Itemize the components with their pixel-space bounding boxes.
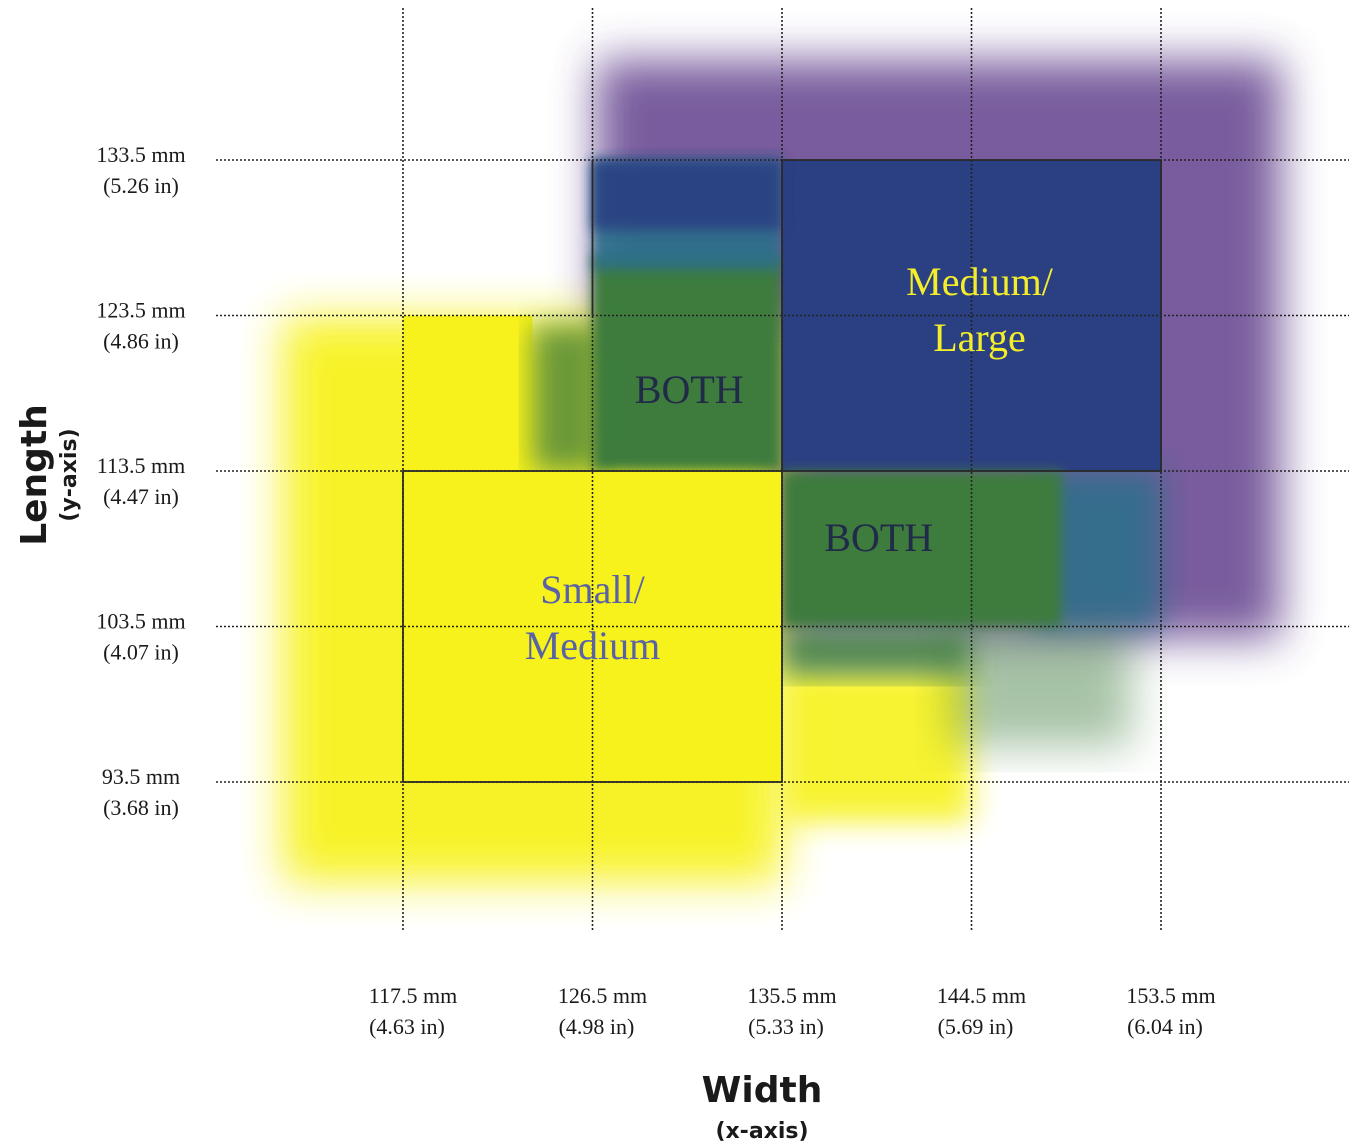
y-axis-title: Length	[14, 404, 55, 546]
x-tick-label-mm: 153.5 mm	[1126, 983, 1215, 1008]
y-tick-label-in: (5.26 in)	[103, 173, 179, 198]
x-tick-label-in: (5.33 in)	[748, 1014, 824, 1039]
region-outlines	[402, 159, 1162, 783]
region-label-line: Small/	[540, 567, 645, 612]
x-tick-label-in: (4.63 in)	[369, 1014, 445, 1039]
both-lower-bleed	[782, 626, 972, 677]
y-tick-label-mm: 133.5 mm	[96, 142, 185, 167]
small-medium-upper-fill	[403, 315, 533, 471]
both-lower-fill	[782, 471, 1062, 627]
region-label-line: Medium/	[906, 259, 1054, 304]
region-label-line: BOTH	[824, 515, 933, 560]
y-tick-label-mm: 93.5 mm	[102, 764, 180, 789]
y-tick-label-in: (3.68 in)	[103, 795, 179, 820]
x-tick-label-mm: 135.5 mm	[747, 983, 836, 1008]
region-label-line: BOTH	[635, 367, 744, 412]
y-axis-subtitle: (y-axis)	[57, 428, 82, 521]
x-axis-tick-labels: 117.5 mm (4.63 in) 126.5 mm (4.98 in) 135.5 …	[369, 983, 1216, 1039]
y-tick-label-mm: 123.5 mm	[96, 298, 185, 323]
x-tick-label-mm: 117.5 mm	[369, 983, 457, 1008]
both-upper-bleed	[532, 325, 603, 471]
x-tick-label-in: (6.04 in)	[1127, 1014, 1203, 1039]
y-tick-label-in: (4.47 in)	[103, 484, 179, 509]
y-tick-label-mm: 103.5 mm	[96, 609, 185, 634]
x-axis-subtitle: (x-axis)	[715, 1119, 808, 1144]
y-tick-label-in: (4.86 in)	[103, 329, 179, 354]
medium-large-top-left	[592, 160, 782, 230]
x-tick-label-mm: 144.5 mm	[937, 983, 1026, 1008]
region-label-line: Medium	[525, 623, 661, 668]
x-tick-label-in: (4.98 in)	[559, 1014, 635, 1039]
both-upper-fill	[592, 255, 782, 471]
small-medium-outline	[402, 470, 783, 783]
y-axis-title-group: Length (y-axis)	[14, 404, 82, 546]
y-tick-label-in: (4.07 in)	[103, 640, 179, 665]
region-label-line: Large	[933, 315, 1026, 360]
y-tick-label-mm: 113.5 mm	[97, 453, 185, 478]
yellow-halo-bottom	[782, 666, 972, 822]
x-tick-label-mm: 126.5 mm	[558, 983, 647, 1008]
x-tick-label-in: (5.69 in)	[938, 1014, 1014, 1039]
green-halo-right	[951, 616, 1132, 747]
region-labels: Small/Medium Medium/Large BOTH BOTH	[525, 259, 1054, 668]
y-axis-tick-labels: 133.5 mm (5.26 in) 123.5 mm (4.86 in) 113.5 …	[96, 142, 185, 820]
medium-large-outline	[781, 159, 1162, 472]
x-axis-title: Width	[702, 1070, 823, 1111]
